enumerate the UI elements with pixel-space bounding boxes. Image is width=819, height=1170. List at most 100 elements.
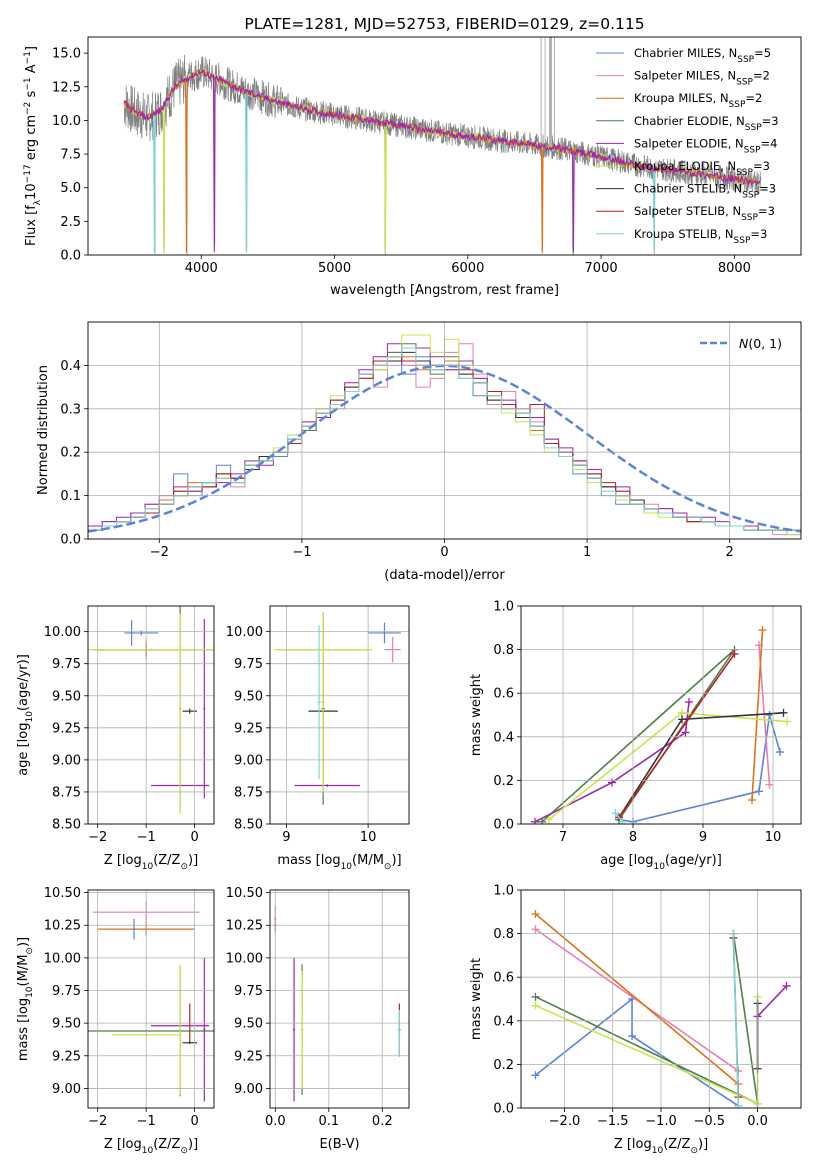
x-tick-label: −1.0: [645, 1114, 677, 1129]
y-tick-label: 0.4: [493, 730, 514, 745]
y-tick-label: 8.75: [52, 785, 81, 800]
label-part: SSP: [745, 123, 762, 133]
histogram-series: [88, 347, 801, 531]
series-marker: [678, 715, 686, 724]
y-tick-label: 0.8: [493, 927, 514, 942]
series-line: [535, 933, 759, 1106]
label-part: mass [log: [277, 853, 340, 868]
y-tick-label: 9.25: [234, 1049, 263, 1064]
plot-area: [274, 612, 401, 805]
label-part: −2: [23, 102, 33, 115]
label-part: Chabrier STELIB, N: [634, 182, 742, 196]
y-tick-label: 0.1: [60, 489, 81, 504]
model-spectrum: [123, 68, 761, 253]
series-marker: [782, 981, 791, 990]
plot-area: [123, 37, 762, 255]
label-part: ⊙: [180, 1146, 188, 1156]
y-tick-label: 8.50: [52, 818, 81, 833]
axes-frame: [269, 605, 410, 825]
label-part: (age/yr)]: [16, 654, 31, 711]
y-tick-label: 9.50: [52, 689, 81, 704]
y-tick-label: 0.2: [493, 774, 514, 789]
y-tick-label: 9.00: [234, 753, 263, 768]
x-tick-label: 10: [765, 830, 782, 845]
y-tick-label: 9.00: [234, 1082, 263, 1097]
y-tick-label: 10.00: [44, 951, 81, 966]
label-part: 10: [142, 862, 154, 872]
series-marker: [783, 717, 791, 726]
label-part: )]: [391, 853, 401, 868]
y-tick-label: 5.0: [60, 181, 81, 196]
series-line: [534, 913, 739, 1085]
label-part: 10: [25, 711, 35, 723]
legend-label: Chabrier MILES, NSSP=5: [634, 46, 771, 65]
series-marker: [685, 697, 693, 706]
label-part: (0, 1): [748, 336, 782, 351]
y-tick-label: 8.75: [234, 785, 263, 800]
axes-frame: [87, 321, 802, 540]
x-tick-label: 0: [190, 1114, 198, 1129]
label-part: (Z/Z: [153, 853, 180, 868]
observed-spectrum: [123, 54, 762, 255]
x-tick-label: 8: [629, 830, 637, 845]
label-part: Z [log: [614, 1137, 652, 1152]
y-tick-label: 0.0: [493, 1102, 514, 1117]
x-tick-label: 0: [440, 545, 448, 560]
label-part: =3: [750, 227, 767, 241]
x-tick-label: 0.0: [747, 1114, 768, 1129]
series-line: [541, 649, 736, 823]
histogram-series: [88, 351, 801, 531]
label-part: −1: [23, 51, 33, 64]
series-line: [614, 812, 624, 823]
series-line: [548, 711, 788, 821]
y-axis-label: Flux [fλ10−17 erg cm−2 s−1 A−1]: [23, 46, 43, 246]
y-tick-label: 9.25: [52, 1049, 81, 1064]
legend-label: Salpeter STELIB, NSSP=3: [634, 204, 775, 223]
label-part: Kroupa MILES, N: [634, 91, 729, 105]
label-part: )]: [188, 853, 198, 868]
x-axis-label: Z [log10(Z/Z⊙)]: [104, 853, 198, 872]
histogram-series: [88, 351, 801, 531]
series-marker: [765, 780, 774, 789]
x-tick-label: −1: [137, 1114, 156, 1129]
series-marker: [765, 711, 774, 719]
y-tick-label: 0.6: [493, 687, 514, 702]
x-tick-label: −1: [137, 830, 156, 845]
label-part: =3: [758, 204, 775, 218]
series-marker: [758, 625, 767, 634]
label-part: Chabrier MILES, N: [634, 46, 737, 60]
x-axis-label: wavelength [Angstrom, rest frame]: [330, 283, 559, 298]
histogram-series: [88, 356, 801, 531]
label-part: =3: [762, 114, 779, 128]
label-part: SSP: [741, 213, 758, 223]
histogram-series: [88, 356, 801, 536]
label-part: −1: [23, 77, 33, 90]
axes-frame: [520, 605, 802, 825]
series-marker: [628, 1032, 637, 1041]
x-tick-label: 4000: [185, 261, 218, 276]
label-part: erg cm: [24, 115, 39, 164]
label-part: =3: [753, 159, 770, 173]
axes: −2.0 −1.5 −1.0 −0.5 0.0 0.0 0.2 0.4 0.6 0.8 1.0: [493, 884, 802, 1129]
series-line: [756, 985, 788, 1017]
series-marker: [730, 649, 739, 658]
label-part: ⊙: [25, 947, 35, 955]
axes: −2 −1 0 1 2 0.0 0.1 0.2 0.3 0.4 N(0, 1): [60, 321, 802, 560]
label-part: Chabrier ELODIE, N: [634, 114, 745, 128]
y-tick-label: 0.4: [60, 359, 81, 374]
y-tick-label: 9.75: [234, 657, 263, 672]
x-axis-label: Z [log10(Z/Z⊙)]: [614, 1137, 708, 1156]
histogram-series: [88, 343, 801, 531]
label-part: =4: [761, 136, 778, 150]
label-part: (M/M: [16, 955, 31, 987]
label-part: SSP: [736, 168, 753, 178]
plot-area: [274, 905, 401, 1102]
series-marker: [608, 778, 616, 787]
label-part: Salpeter ELODIE, N: [634, 136, 744, 150]
y-tick-label: 10.00: [44, 625, 81, 640]
label-part: Z [log: [104, 853, 142, 868]
label-part: 10: [142, 1146, 154, 1156]
label-part: age [log: [600, 853, 653, 868]
